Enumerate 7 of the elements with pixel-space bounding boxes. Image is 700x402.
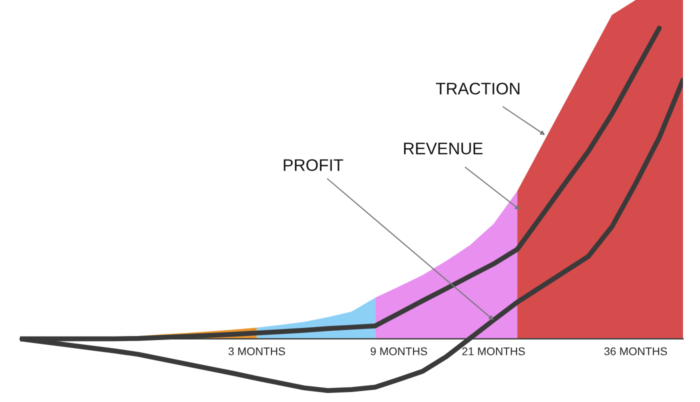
annotation: TRACTION bbox=[436, 82, 520, 95]
annotation: PROFIT bbox=[284, 159, 344, 172]
x-tick-label: 21 MONTHS bbox=[462, 347, 525, 356]
x-tick-label: 36 MONTHS bbox=[604, 347, 667, 356]
x-tick-label: 9 MONTHS bbox=[370, 347, 428, 356]
annotation: REVENUE bbox=[404, 142, 483, 154]
x-tick-label: 3 MONTHS bbox=[228, 347, 285, 356]
